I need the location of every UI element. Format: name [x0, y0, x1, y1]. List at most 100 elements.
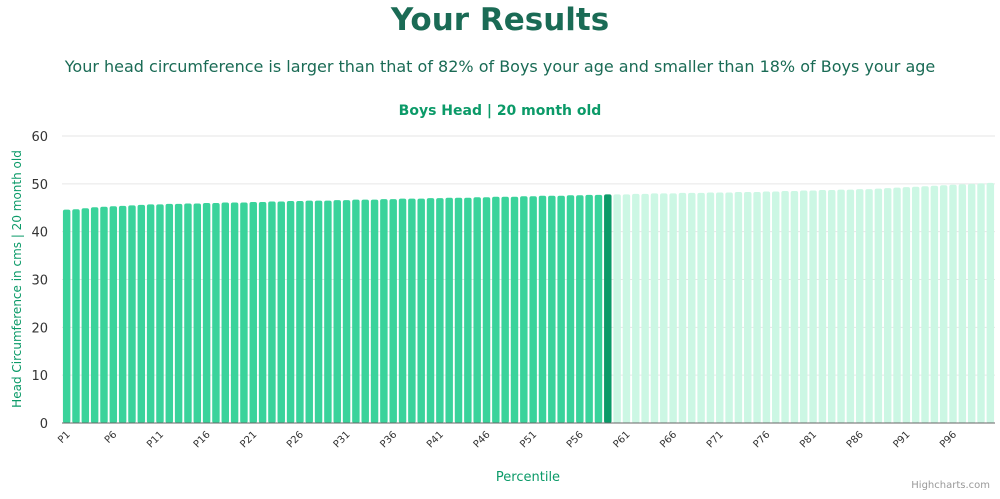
bar-P67[interactable] [678, 192, 687, 423]
bar-P92[interactable] [911, 186, 920, 423]
bar-P34[interactable] [370, 199, 379, 423]
bar-P6[interactable] [109, 206, 118, 423]
bar-P32[interactable] [352, 199, 360, 423]
bar-P70[interactable] [706, 192, 715, 423]
bar-P17[interactable] [212, 202, 220, 423]
bar-P91[interactable] [902, 187, 911, 423]
bar-P84[interactable] [837, 189, 845, 423]
bar-P93[interactable] [921, 186, 929, 423]
bar-P16[interactable] [202, 202, 211, 423]
bar-P87[interactable] [865, 189, 873, 423]
bar-P37[interactable] [398, 198, 407, 423]
bar-P39[interactable] [417, 198, 425, 423]
bar-P51[interactable] [529, 196, 537, 423]
bar-P35[interactable] [380, 199, 388, 423]
bar-P40[interactable] [426, 198, 435, 423]
bar-P98[interactable] [967, 183, 976, 423]
bar-P99[interactable] [977, 183, 985, 423]
bar-P85[interactable] [846, 189, 855, 423]
bar-P4[interactable] [90, 207, 99, 423]
bar-P78[interactable] [781, 191, 789, 423]
bar-P66[interactable] [669, 193, 677, 423]
bar-P88[interactable] [874, 188, 883, 423]
bar-P95[interactable] [939, 185, 948, 423]
bar-P65[interactable] [660, 193, 668, 423]
bar-P76[interactable] [762, 191, 771, 423]
bar-P79[interactable] [790, 191, 799, 423]
bar-P10[interactable] [146, 204, 155, 423]
bar-P11[interactable] [156, 204, 164, 423]
bar-P45[interactable] [473, 197, 481, 423]
bar-P68[interactable] [688, 192, 696, 423]
bar-P71[interactable] [716, 192, 724, 423]
bar-P60[interactable] [613, 194, 621, 423]
bar-P53[interactable] [548, 195, 556, 423]
bar-P26[interactable] [296, 201, 304, 423]
bar-P15[interactable] [193, 203, 202, 423]
bar-P2[interactable] [72, 209, 80, 423]
bar-P24[interactable] [277, 201, 285, 423]
bar-P48[interactable] [501, 196, 509, 423]
bar-P72[interactable] [725, 192, 733, 423]
bar-P63[interactable] [641, 193, 649, 423]
bar-P96[interactable] [949, 184, 957, 423]
bar-P100[interactable] [986, 182, 995, 423]
bar-P54[interactable] [557, 195, 565, 423]
bar-P62[interactable] [632, 193, 640, 423]
bar-P50[interactable] [520, 196, 528, 423]
bar-P22[interactable] [258, 202, 267, 423]
bar-P9[interactable] [137, 204, 146, 423]
bar-P25[interactable] [286, 201, 295, 423]
bar-P19[interactable] [230, 202, 239, 423]
bar-P23[interactable] [268, 201, 276, 423]
credits-link[interactable]: Highcharts.com [911, 480, 990, 491]
bar-P7[interactable] [118, 205, 127, 423]
bar-P49[interactable] [510, 196, 519, 423]
bar-P58[interactable] [594, 194, 603, 423]
bar-P21[interactable] [249, 202, 257, 423]
bar-P31[interactable] [342, 200, 351, 423]
bar-P38[interactable] [408, 198, 416, 423]
bar-P75[interactable] [753, 191, 761, 423]
bar-P8[interactable] [128, 205, 136, 423]
bar-P80[interactable] [800, 190, 808, 423]
bar-P90[interactable] [893, 187, 901, 423]
bar-P43[interactable] [454, 197, 463, 423]
bar-P33[interactable] [361, 199, 369, 423]
bar-P61[interactable] [622, 194, 631, 423]
bar-P13[interactable] [174, 203, 183, 423]
bar-P89[interactable] [883, 188, 892, 423]
bar-P82[interactable] [818, 190, 827, 423]
bar-P57[interactable] [585, 194, 593, 423]
bar-P73[interactable] [734, 191, 743, 423]
bar-P30[interactable] [333, 200, 341, 423]
bar-P97[interactable] [958, 184, 967, 423]
bar-P5[interactable] [100, 206, 108, 423]
bar-P64[interactable] [650, 193, 659, 423]
bar-P77[interactable] [772, 191, 780, 423]
bar-P29[interactable] [324, 200, 332, 423]
bar-P18[interactable] [221, 202, 229, 423]
bar-P74[interactable] [744, 191, 752, 423]
bar-P42[interactable] [445, 197, 453, 423]
bar-P44[interactable] [464, 197, 472, 423]
bar-P83[interactable] [827, 190, 836, 423]
bar-P47[interactable] [492, 196, 500, 423]
bar-P55[interactable] [566, 195, 575, 423]
bar-P20[interactable] [240, 202, 248, 423]
bar-P12[interactable] [165, 203, 174, 423]
bar-P36[interactable] [389, 199, 397, 423]
bar-P1[interactable] [62, 209, 71, 423]
bar-P14[interactable] [184, 203, 192, 423]
bar-P69[interactable] [697, 192, 705, 423]
bar-P27[interactable] [305, 200, 313, 423]
bar-P56[interactable] [576, 195, 584, 423]
bar-P59[interactable] [604, 194, 612, 423]
bar-P52[interactable] [538, 195, 547, 423]
bar-P46[interactable] [482, 197, 491, 423]
bar-P94[interactable] [930, 185, 939, 423]
bar-P81[interactable] [809, 190, 817, 423]
bar-P41[interactable] [436, 198, 444, 423]
bar-P86[interactable] [855, 189, 864, 423]
bar-P3[interactable] [81, 208, 90, 423]
